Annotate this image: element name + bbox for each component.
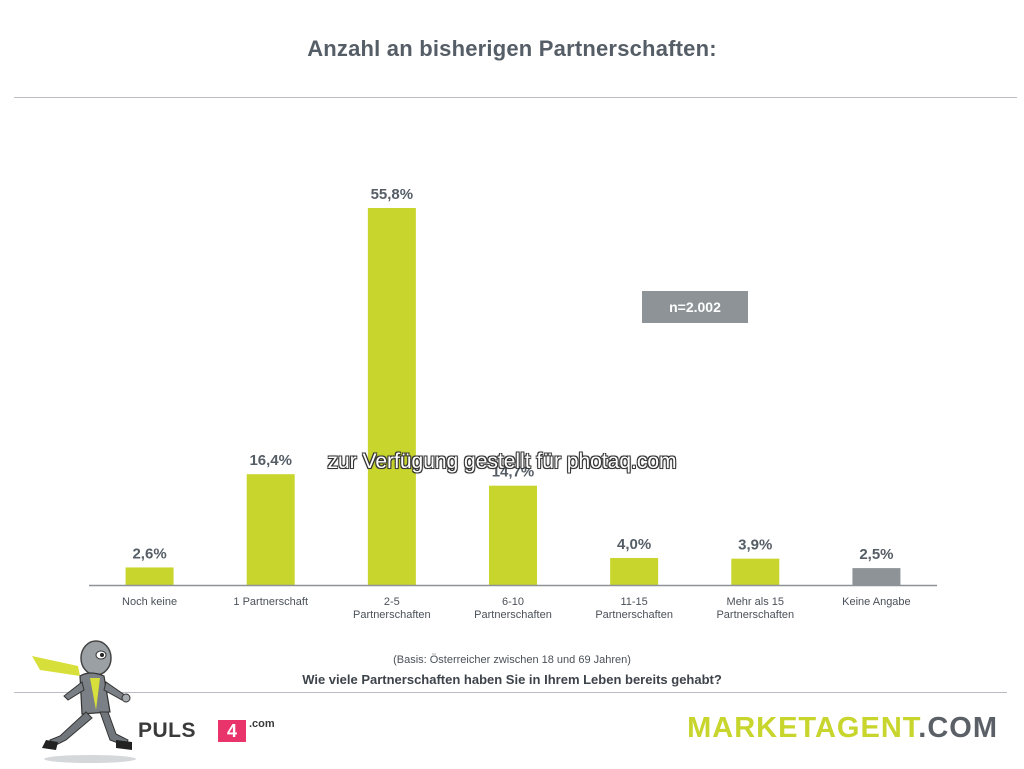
data-label: 55,8% <box>371 186 414 203</box>
marketagent-logo-name: MARKETAGENT <box>687 712 919 744</box>
basis-note: (Basis: Österreicher zwischen 18 und 69 … <box>393 654 631 666</box>
bar <box>367 208 416 585</box>
data-label: 2,5% <box>859 546 893 563</box>
bar <box>125 567 174 585</box>
bar <box>489 485 537 585</box>
sample-size-badge: n=2.002 <box>642 291 748 323</box>
chart-title: Anzahl an bisherigen Partnerschaften: <box>307 36 717 61</box>
data-label: 14,7% <box>492 464 535 481</box>
bar <box>731 558 780 585</box>
puls4-logo-mark: 4 <box>218 720 246 742</box>
title-divider <box>14 97 1017 98</box>
bar <box>610 557 659 585</box>
data-label: 16,4% <box>249 452 292 469</box>
x-tick-label: Keine Angabe <box>842 596 911 608</box>
data-label: 3,9% <box>738 537 772 554</box>
bar <box>852 568 901 585</box>
survey-question: Wie viele Partnerschaften haben Sie in I… <box>302 672 722 687</box>
puls4-logo-domain: .com <box>249 718 275 730</box>
running-man-mascot-icon <box>32 640 136 763</box>
footer-divider <box>14 692 1007 693</box>
x-tick-label: 1 Partnerschaft <box>233 596 308 608</box>
bar <box>246 474 295 585</box>
marketagent-logo-domain: .COM <box>918 712 998 744</box>
x-tick-label: 6-10 Partnerschaften <box>474 596 552 621</box>
x-tick-label: 2-5 Partnerschaften <box>353 596 431 621</box>
watermark-text: zur Verfügung gestellt für photaq.com <box>327 450 677 473</box>
puls4-logo-text: PULS <box>138 719 197 742</box>
data-label: 2,6% <box>132 545 166 562</box>
x-tick-label: 11-15 Partnerschaften <box>595 596 673 621</box>
data-label: 4,0% <box>617 536 651 553</box>
puls4-logo: PULS 4 .com <box>138 716 286 746</box>
marketagent-logo: MARKETAGENT.COM <box>687 712 998 745</box>
x-tick-label: Noch keine <box>122 596 177 608</box>
x-tick-label: Mehr als 15 Partnerschaften <box>716 596 794 621</box>
